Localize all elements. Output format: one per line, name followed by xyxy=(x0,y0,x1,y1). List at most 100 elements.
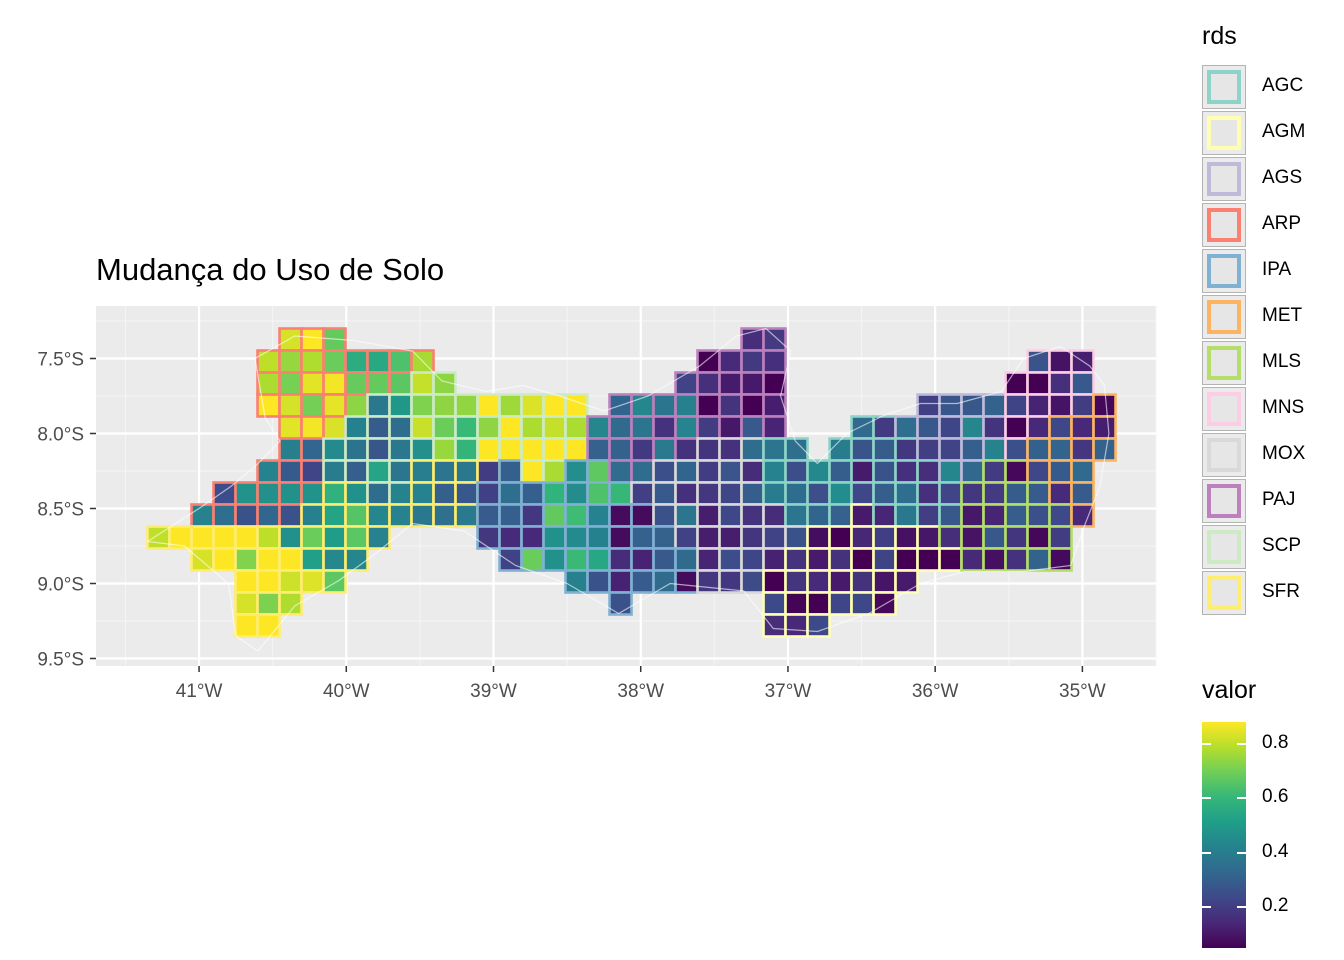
municipality xyxy=(718,547,743,572)
municipality xyxy=(300,481,325,506)
municipality xyxy=(520,547,545,572)
municipality xyxy=(586,547,611,572)
municipality xyxy=(652,459,677,484)
municipality xyxy=(696,437,721,462)
municipality xyxy=(828,481,853,506)
municipality xyxy=(410,371,435,396)
municipality xyxy=(388,349,413,374)
municipality xyxy=(1048,393,1073,418)
municipality xyxy=(1070,415,1095,440)
colorbar-tick-mark xyxy=(1237,906,1246,909)
municipality xyxy=(1026,393,1051,418)
colorbar-tick-mark xyxy=(1237,851,1246,854)
municipality xyxy=(828,547,853,572)
rds-legend-title: rds xyxy=(1202,22,1237,50)
municipality xyxy=(982,481,1007,506)
colorbar-tick-mark xyxy=(1237,797,1246,800)
municipality xyxy=(586,459,611,484)
municipality xyxy=(718,349,743,374)
rds-swatch xyxy=(1207,116,1241,150)
municipality xyxy=(872,459,897,484)
municipality xyxy=(278,415,303,440)
municipality xyxy=(916,393,941,418)
municipality xyxy=(300,349,325,374)
colorbar-tick-mark xyxy=(1202,906,1211,909)
rds-key-met xyxy=(1202,295,1246,339)
municipality xyxy=(762,437,787,462)
municipality xyxy=(938,481,963,506)
municipality xyxy=(586,503,611,528)
municipality xyxy=(762,547,787,572)
rds-key-mox xyxy=(1202,433,1246,477)
municipality xyxy=(1092,393,1117,418)
municipality xyxy=(806,503,831,528)
municipality xyxy=(872,437,897,462)
municipality xyxy=(278,371,303,396)
municipality xyxy=(190,525,215,550)
municipality xyxy=(828,459,853,484)
municipality xyxy=(366,525,391,550)
municipality xyxy=(1048,525,1073,550)
municipality xyxy=(256,349,281,374)
municipality xyxy=(828,503,853,528)
municipality xyxy=(278,547,303,572)
x-axis: 41°W 40°W 39°W 38°W 37°W 36°W 35°W xyxy=(176,666,1106,702)
municipality xyxy=(388,459,413,484)
municipality xyxy=(1004,525,1029,550)
municipality xyxy=(410,503,435,528)
municipality xyxy=(762,349,787,374)
municipality xyxy=(498,525,523,550)
municipality xyxy=(454,393,479,418)
x-tick-label: 39°W xyxy=(470,681,517,702)
municipality xyxy=(696,371,721,396)
municipality xyxy=(1070,481,1095,506)
municipality xyxy=(234,569,259,594)
rds-swatch xyxy=(1207,254,1241,288)
municipality xyxy=(872,481,897,506)
municipality xyxy=(608,437,633,462)
municipality xyxy=(938,525,963,550)
municipality xyxy=(1048,503,1073,528)
x-tick-label: 37°W xyxy=(765,681,812,702)
municipality xyxy=(278,481,303,506)
municipality xyxy=(762,481,787,506)
municipality xyxy=(872,547,897,572)
rds-swatch xyxy=(1207,484,1241,518)
municipality xyxy=(894,459,919,484)
municipality xyxy=(872,415,897,440)
municipality xyxy=(256,569,281,594)
municipality xyxy=(828,591,853,616)
municipality xyxy=(498,547,523,572)
municipality xyxy=(1026,547,1051,572)
municipality xyxy=(586,481,611,506)
municipality xyxy=(872,525,897,550)
municipality xyxy=(696,393,721,418)
state-outline xyxy=(145,327,1110,652)
municipality xyxy=(432,415,457,440)
municipality xyxy=(718,481,743,506)
municipality xyxy=(674,371,699,396)
municipality xyxy=(564,547,589,572)
colorbar-tick-mark xyxy=(1202,797,1211,800)
municipality xyxy=(762,503,787,528)
rds-borders xyxy=(145,327,1110,652)
municipality xyxy=(806,591,831,616)
municipality xyxy=(982,547,1007,572)
municipality xyxy=(476,393,501,418)
municipality xyxy=(300,327,325,352)
rds-label: ARP xyxy=(1262,213,1302,234)
municipality xyxy=(366,393,391,418)
municipality xyxy=(872,569,897,594)
municipality xyxy=(762,327,787,352)
municipality xyxy=(1026,371,1051,396)
municipality xyxy=(1004,393,1029,418)
rds-label: AGS xyxy=(1262,167,1303,188)
municipality xyxy=(344,525,369,550)
municipality xyxy=(960,437,985,462)
municipality xyxy=(784,481,809,506)
municipality xyxy=(784,525,809,550)
municipality xyxy=(696,525,721,550)
municipality xyxy=(784,547,809,572)
municipality xyxy=(652,503,677,528)
